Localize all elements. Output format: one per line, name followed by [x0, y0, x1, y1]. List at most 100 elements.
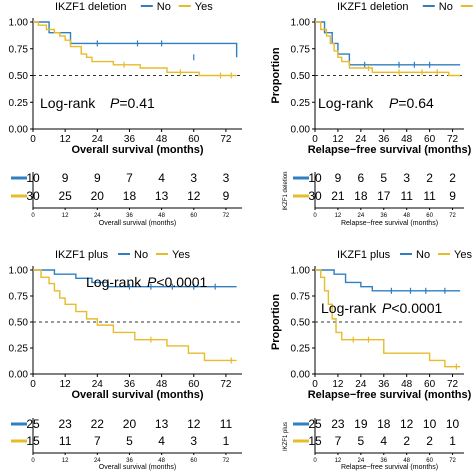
x-tick-label: 36 — [378, 379, 390, 390]
risk-count-yes: 25 — [58, 189, 72, 203]
risk-table-tick-label: 48 — [403, 458, 410, 464]
x-tick-label: 36 — [124, 379, 136, 390]
p-value-number: =0.64 — [398, 95, 434, 111]
risk-count-yes: 9 — [449, 189, 456, 203]
x-tick-label: 0 — [312, 134, 318, 145]
x-axis-label: Overall survival (months) — [71, 389, 203, 401]
risk-count-no: 20 — [123, 417, 137, 431]
risk-table-tick-label: 12 — [62, 458, 69, 464]
x-tick-label: 72 — [220, 379, 232, 390]
risk-table-tick-label: 24 — [94, 458, 101, 464]
risk-count-yes: 30 — [26, 189, 40, 203]
risk-count-no: 7 — [126, 171, 133, 185]
survival-curve-yes — [33, 269, 237, 362]
risk-count-no: 2 — [449, 171, 456, 185]
x-tick-label: 24 — [92, 379, 104, 390]
x-tick-label: 0 — [30, 134, 36, 145]
risk-count-no: 9 — [335, 171, 342, 185]
y-tick-label: 1.00 — [9, 18, 29, 29]
logrank-label: Log-rank — [321, 300, 377, 316]
y-tick-label: 0.00 — [9, 125, 29, 136]
risk-table-tick-label: 36 — [126, 213, 133, 219]
risk-table-tick-label: 48 — [158, 458, 165, 464]
p-value-number: <0.0001 — [156, 274, 207, 290]
risk-count-yes: 30 — [308, 189, 322, 203]
logrank-label: Log-rank — [40, 95, 96, 111]
legend-yes-label: Yes — [195, 1, 213, 13]
p-value: P<0.0001 — [382, 300, 443, 316]
risk-count-no: 2 — [426, 171, 433, 185]
survival-curve-no — [315, 21, 461, 66]
y-tick-label: 0.50 — [291, 318, 311, 329]
risk-table-tick-label: 12 — [335, 458, 342, 464]
risk-count-no: 3 — [403, 171, 410, 185]
risk-table-x-label: Overall survival (months) — [99, 464, 176, 471]
y-tick-label: 0.50 — [9, 71, 29, 82]
risk-count-yes: 1 — [223, 434, 230, 448]
risk-table-x-label: Relapse−free survival (months) — [341, 220, 438, 227]
y-tick-label: 0.00 — [291, 370, 311, 381]
legend-yes-label: Yes — [454, 249, 472, 261]
y-tick-label: 0.00 — [9, 370, 29, 381]
risk-count-no: 22 — [91, 417, 105, 431]
x-tick-label: 0 — [312, 379, 318, 390]
risk-count-yes: 18 — [123, 189, 137, 203]
risk-count-yes: 4 — [380, 434, 387, 448]
risk-count-no: 5 — [380, 171, 387, 185]
logrank-label: Log-rank — [318, 95, 374, 111]
survival-curve-yes — [315, 269, 461, 368]
x-tick-label: 48 — [156, 134, 168, 145]
risk-table-side-label: IKZF1 deletion — [283, 171, 289, 210]
risk-count-yes: 9 — [223, 189, 230, 203]
y-tick-label: 1.00 — [9, 266, 29, 277]
risk-count-no: 10 — [26, 171, 40, 185]
y-tick-label: 0.50 — [291, 71, 311, 82]
x-tick-label: 60 — [188, 379, 200, 390]
risk-count-no: 23 — [331, 417, 345, 431]
p-symbol: P — [110, 95, 120, 111]
risk-count-no: 3 — [190, 171, 197, 185]
risk-table-tick-label: 72 — [449, 458, 456, 464]
risk-count-no: 10 — [423, 417, 437, 431]
logrank-label: Log-rank — [86, 274, 142, 290]
risk-count-no: 9 — [94, 171, 101, 185]
y-tick-label: 0.25 — [9, 98, 29, 109]
x-tick-label: 72 — [447, 379, 459, 390]
risk-count-yes: 3 — [190, 434, 197, 448]
risk-count-yes: 5 — [358, 434, 365, 448]
risk-table-x-label: Overall survival (months) — [99, 220, 176, 227]
risk-count-no: 11 — [220, 417, 233, 431]
legend-no-label: No — [439, 1, 453, 13]
x-tick-label: 48 — [156, 379, 168, 390]
legend-no-label: No — [157, 1, 171, 13]
risk-count-no: 9 — [62, 171, 69, 185]
risk-count-yes: 7 — [335, 434, 342, 448]
y-tick-label: 0.25 — [291, 344, 311, 355]
survival-curve-no — [33, 269, 237, 288]
x-tick-label: 48 — [401, 379, 413, 390]
p-value-number: <0.0001 — [391, 300, 442, 316]
risk-count-yes: 2 — [403, 434, 410, 448]
legend-title: IKZF1 plus — [337, 249, 391, 261]
x-tick-label: 12 — [332, 134, 344, 145]
legend-yes-label: Yes — [172, 249, 190, 261]
risk-table-tick-label: 24 — [358, 213, 365, 219]
risk-table-tick-label: 60 — [190, 213, 197, 219]
risk-count-no: 12 — [187, 417, 201, 431]
x-tick-label: 24 — [355, 134, 367, 145]
y-tick-label: 0.75 — [291, 292, 311, 303]
x-tick-label: 24 — [92, 134, 104, 145]
y-tick-label: 0.25 — [291, 98, 311, 109]
risk-count-no: 25 — [308, 417, 322, 431]
risk-table-tick-label: 24 — [94, 213, 101, 219]
risk-count-yes: 5 — [126, 434, 133, 448]
risk-count-yes: 11 — [59, 434, 72, 448]
x-tick-label: 60 — [424, 134, 436, 145]
y-tick-label: 1.00 — [291, 18, 311, 29]
risk-table-tick-label: 72 — [449, 213, 456, 219]
risk-count-yes: 20 — [91, 189, 105, 203]
legend-no-label: No — [416, 249, 430, 261]
risk-count-yes: 15 — [26, 434, 40, 448]
risk-table-tick-label: 60 — [426, 213, 433, 219]
x-tick-label: 48 — [401, 134, 413, 145]
